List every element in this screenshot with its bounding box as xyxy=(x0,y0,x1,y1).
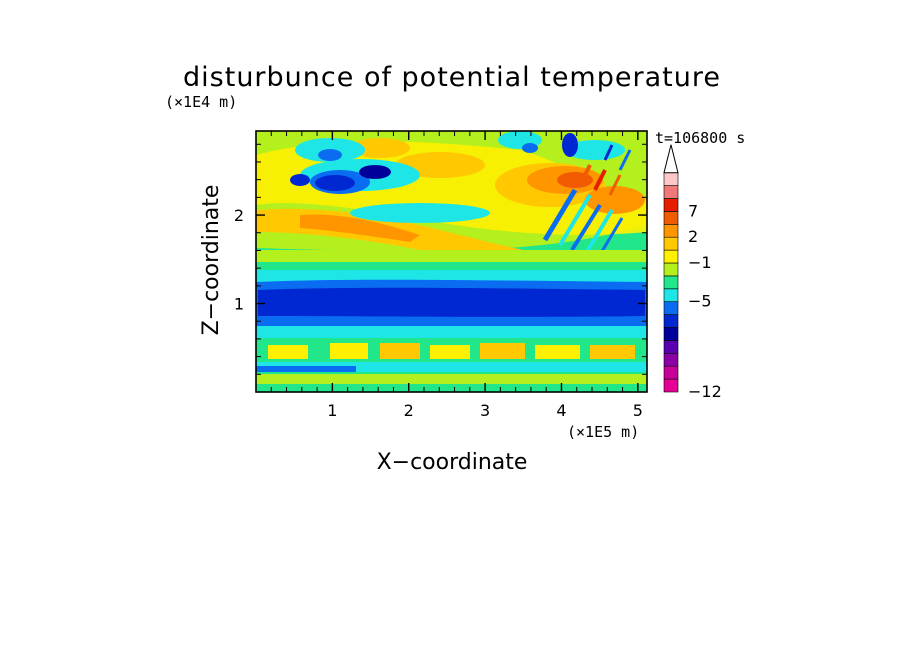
colorbar-swatch xyxy=(663,327,679,341)
wave-streak xyxy=(618,149,632,171)
colorbar-tick-label: −1 xyxy=(688,253,712,272)
colorbar-swatch xyxy=(663,262,679,277)
colorbar-swatch xyxy=(663,288,679,302)
field-band-lower-yellow xyxy=(256,250,647,264)
field-lower-cells xyxy=(268,343,635,359)
plot-frame xyxy=(255,130,648,393)
field-wave-streaks xyxy=(542,144,632,259)
field-blob-red-1 xyxy=(557,172,593,188)
colorbar-swatch xyxy=(663,185,679,199)
colorbar-swatch xyxy=(663,378,679,393)
colorbar-swatch xyxy=(663,352,679,367)
field-blob-cyan-5 xyxy=(565,140,625,160)
field-band-blue-inner xyxy=(258,287,645,317)
colorbar-swatch xyxy=(663,340,679,354)
x-axis: 1 2 3 4 5 xyxy=(270,131,643,420)
y-scale-label: (×1E4 m) xyxy=(165,93,237,111)
colorbar-tick-label: −12 xyxy=(688,382,722,401)
wave-streak xyxy=(603,144,614,161)
x-tick-label: 4 xyxy=(556,401,566,420)
x-tick-label: 1 xyxy=(327,401,337,420)
field-band-lower-green xyxy=(256,262,647,272)
colorbar-swatch xyxy=(663,224,679,238)
chart-title: disturbunce of potential temperature xyxy=(183,62,721,93)
colorbar-swatch xyxy=(663,275,679,290)
colorbar-swatch xyxy=(663,249,679,264)
colorbar-swatch xyxy=(663,211,679,225)
field-blob-blue-4 xyxy=(290,174,310,186)
colorbar-tick-label: 7 xyxy=(688,201,698,220)
lower-cell xyxy=(590,345,635,359)
field-blob-blue-2 xyxy=(315,175,355,191)
colorbar-swatch xyxy=(663,301,679,315)
lower-cell xyxy=(480,343,525,359)
colorbar-tick-label: −5 xyxy=(688,292,712,311)
lower-cell xyxy=(430,345,470,359)
y-axis-label: Z−coordinate xyxy=(199,185,224,336)
lower-cell xyxy=(330,343,368,359)
field-band-blue-bottom xyxy=(256,366,356,372)
field-blob-orange-3 xyxy=(585,186,645,214)
wave-streak xyxy=(608,174,622,196)
wave-streak xyxy=(583,208,614,257)
field-blob-orange-5 xyxy=(350,138,410,158)
colorbar-swatch xyxy=(663,236,679,251)
y-tick-label: 1 xyxy=(234,295,244,314)
heatmap-field xyxy=(256,131,647,392)
x-tick-label: 5 xyxy=(633,401,643,420)
colorbar-extend-arrow xyxy=(663,144,679,174)
field-band-cyan-bottom xyxy=(256,362,647,372)
lower-cell xyxy=(535,345,580,359)
field-blob-blue-6 xyxy=(562,133,578,157)
x-tick-label: 3 xyxy=(480,401,490,420)
field-blob-blue-3 xyxy=(359,165,391,179)
colorbar: 7 2 −1 −5 −12 xyxy=(663,144,722,401)
y-axis: 12 xyxy=(234,143,647,375)
wave-streak xyxy=(558,193,592,247)
field-blob-blue-7 xyxy=(522,143,538,153)
x-axis-label: X−coordinate xyxy=(377,450,528,475)
field-band-cyan-low xyxy=(256,326,647,340)
field-blob-blue-5 xyxy=(318,149,342,161)
field-band-yellow-bottom xyxy=(256,374,647,386)
wave-streak xyxy=(578,164,592,186)
wave-streak xyxy=(570,203,602,252)
field-band-green-low xyxy=(256,338,647,346)
field-blob-cyan-1 xyxy=(350,203,490,223)
lower-cell xyxy=(380,343,420,359)
x-scale-label: (×1E5 m) xyxy=(567,423,639,441)
lower-cell xyxy=(268,345,308,359)
time-label: t=106800 s xyxy=(655,129,745,147)
field-band-diagonal-deep-orange xyxy=(300,214,420,242)
colorbar-tick-label: 2 xyxy=(688,227,698,246)
colorbar-swatch xyxy=(663,314,679,328)
wave-streak xyxy=(593,169,607,191)
y-tick-label: 2 xyxy=(234,206,244,225)
wave-streak xyxy=(542,188,578,242)
x-tick-label: 2 xyxy=(404,401,414,420)
colorbar-swatch xyxy=(663,365,679,380)
colorbar-swatch xyxy=(663,172,679,186)
colorbar-swatch xyxy=(663,198,679,212)
field-band-green-bottom xyxy=(256,384,647,392)
